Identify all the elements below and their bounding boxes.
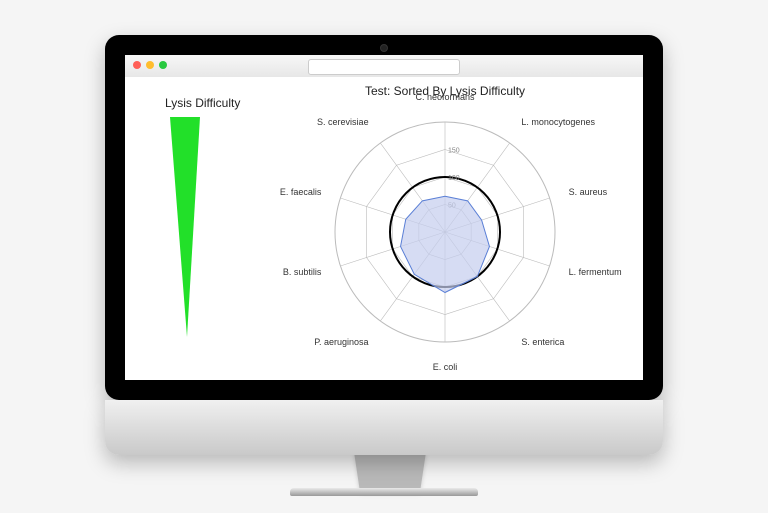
axis-label: S. cerevisiae: [317, 117, 369, 127]
screen: Lysis DifficultyTest: Sorted By Lysis Di…: [125, 55, 643, 380]
axis-label: E. coli: [433, 362, 458, 372]
axis-label: C. neoformans: [415, 92, 475, 102]
page-content: Lysis DifficultyTest: Sorted By Lysis Di…: [125, 77, 643, 380]
imac-camera: [381, 45, 387, 51]
close-icon[interactable]: [133, 61, 141, 69]
sidebar-title: Lysis Difficulty: [165, 96, 240, 110]
radar-chart: Lysis DifficultyTest: Sorted By Lysis Di…: [125, 77, 643, 380]
axis-label: B. subtilis: [283, 267, 322, 277]
axis-label: S. aureus: [569, 187, 608, 197]
axis-label: L. monocytogenes: [521, 117, 595, 127]
axis-label: S. enterica: [521, 337, 564, 347]
window-traffic-lights: [133, 61, 167, 69]
imac-frame: Lysis DifficultyTest: Sorted By Lysis Di…: [105, 35, 663, 400]
difficulty-wedge-icon: [170, 117, 200, 337]
imac-stand-foot: [290, 488, 478, 496]
ring-label: 100: [448, 175, 460, 182]
imac-stand-neck: [354, 452, 426, 492]
browser-toolbar: [125, 55, 643, 78]
zoom-icon[interactable]: [159, 61, 167, 69]
minimize-icon[interactable]: [146, 61, 154, 69]
axis-label: P. aeruginosa: [314, 337, 368, 347]
address-bar[interactable]: [308, 59, 460, 75]
axis-label: L. fermentum: [569, 267, 622, 277]
imac-chin: [105, 400, 663, 455]
scene: Lysis DifficultyTest: Sorted By Lysis Di…: [0, 0, 768, 513]
axis-label: E. faecalis: [280, 187, 322, 197]
ring-label: 150: [448, 148, 460, 155]
